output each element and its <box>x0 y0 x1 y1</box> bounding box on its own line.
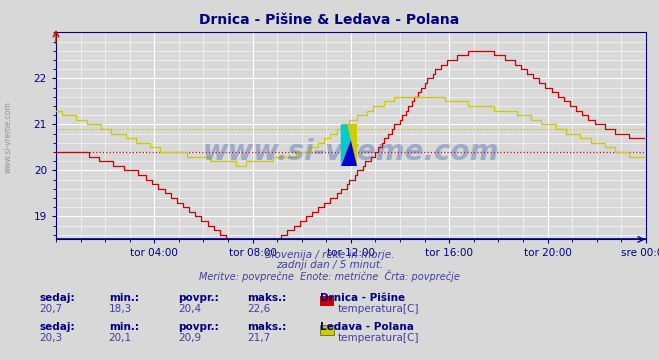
Text: 22,6: 22,6 <box>247 304 270 314</box>
Text: Meritve: povprečne  Enote: metrične  Črta: povprečje: Meritve: povprečne Enote: metrične Črta:… <box>199 270 460 282</box>
Text: 20,7: 20,7 <box>40 304 63 314</box>
Polygon shape <box>347 125 357 166</box>
Text: www.si-vreme.com: www.si-vreme.com <box>3 101 13 173</box>
Polygon shape <box>341 125 357 166</box>
Text: Drnica - Pišine & Ledava - Polana: Drnica - Pišine & Ledava - Polana <box>200 13 459 27</box>
Text: temperatura[C]: temperatura[C] <box>338 333 420 343</box>
Text: 21,7: 21,7 <box>247 333 270 343</box>
Text: sedaj:: sedaj: <box>40 293 75 303</box>
Polygon shape <box>341 125 357 166</box>
Text: www.si-vreme.com: www.si-vreme.com <box>203 139 499 166</box>
Text: 20,1: 20,1 <box>109 333 132 343</box>
Text: povpr.:: povpr.: <box>178 322 219 332</box>
Text: 20,4: 20,4 <box>178 304 201 314</box>
Text: Ledava - Polana: Ledava - Polana <box>320 322 413 332</box>
Text: 18,3: 18,3 <box>109 304 132 314</box>
Text: temperatura[C]: temperatura[C] <box>338 304 420 314</box>
Text: min.:: min.: <box>109 293 139 303</box>
Text: maks.:: maks.: <box>247 293 287 303</box>
Text: 20,9: 20,9 <box>178 333 201 343</box>
Text: 20,3: 20,3 <box>40 333 63 343</box>
Text: Drnica - Pišine: Drnica - Pišine <box>320 293 405 303</box>
Text: maks.:: maks.: <box>247 322 287 332</box>
Text: Slovenija / reke in morje.: Slovenija / reke in morje. <box>265 250 394 260</box>
Text: povpr.:: povpr.: <box>178 293 219 303</box>
Text: sedaj:: sedaj: <box>40 322 75 332</box>
Text: min.:: min.: <box>109 322 139 332</box>
Text: zadnji dan / 5 minut.: zadnji dan / 5 minut. <box>276 260 383 270</box>
